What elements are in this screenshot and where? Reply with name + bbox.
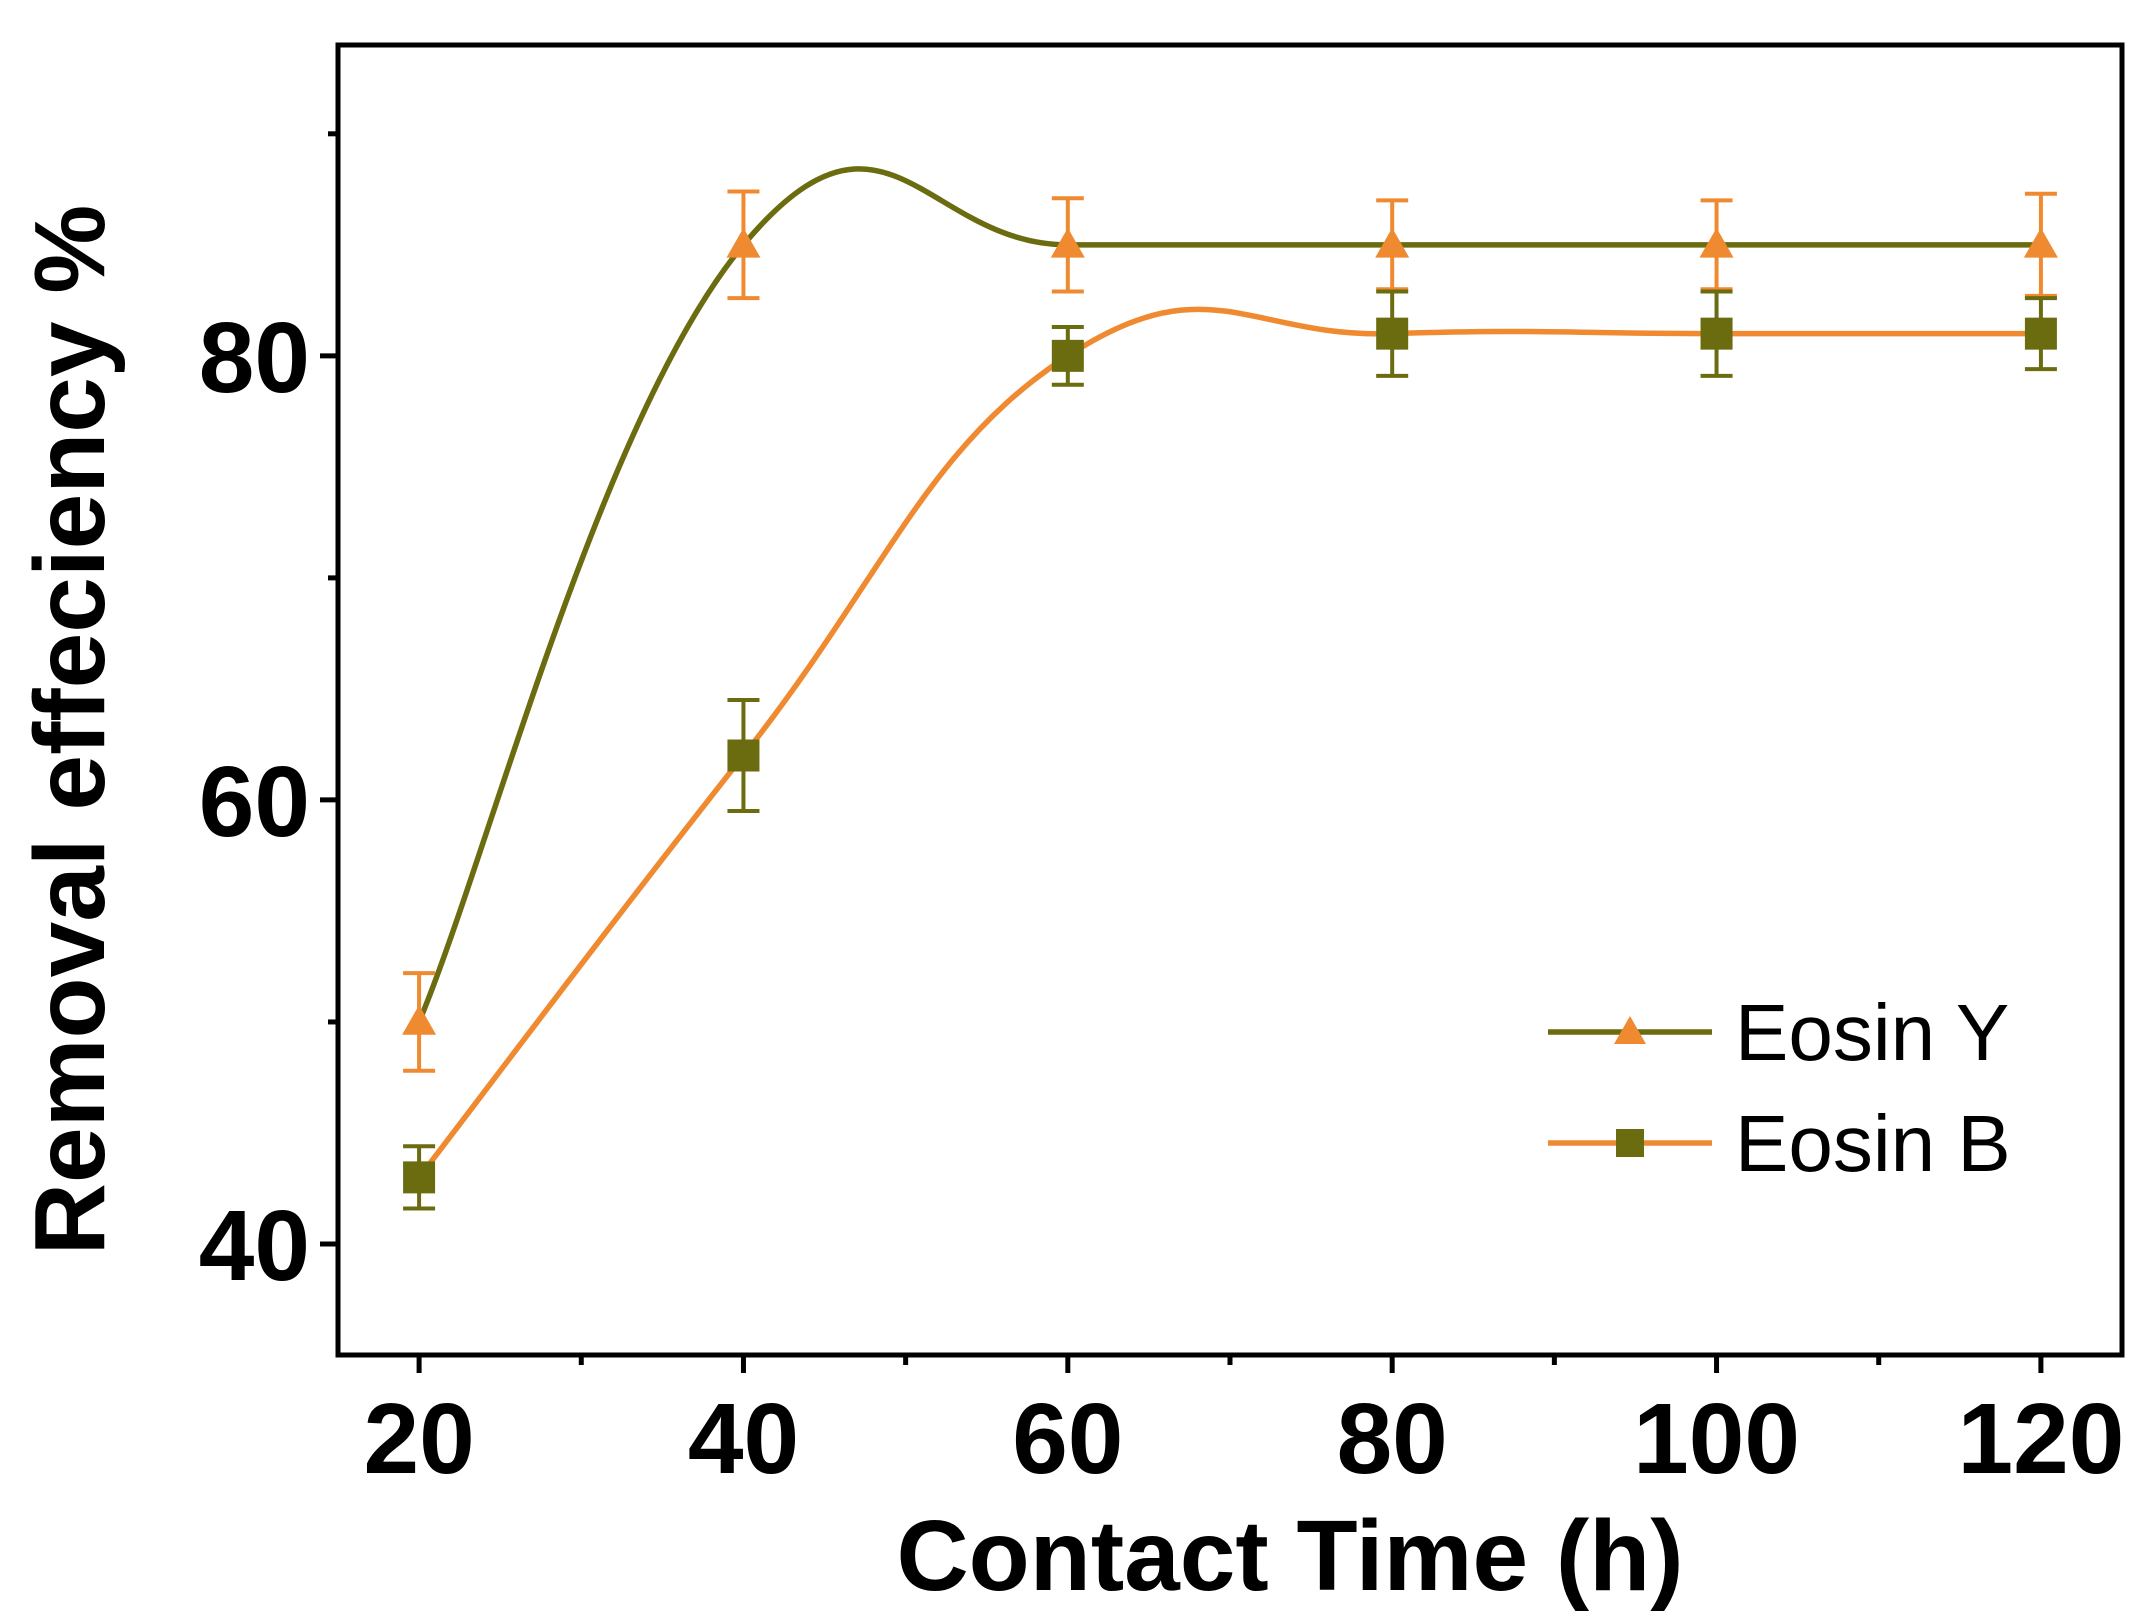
data-point-eosin-b-20 xyxy=(403,1161,436,1194)
data-point-eosin-y-20 xyxy=(402,1004,437,1035)
data-point-eosin-y-80 xyxy=(1375,227,1410,258)
x-tick-label-100: 100 xyxy=(1633,1383,1800,1495)
data-point-eosin-b-80 xyxy=(1376,317,1409,350)
x-tick-label-80: 80 xyxy=(1337,1383,1448,1495)
legend-label-eosin-b: Eosin B xyxy=(1735,1099,2011,1188)
series-line-eosin-y xyxy=(416,166,2041,1024)
tick-layer: 20 40 60 80 100 120 40 60 80 xyxy=(199,131,2124,1495)
y-tick-label-80: 80 xyxy=(199,302,310,414)
data-point-eosin-b-100 xyxy=(1700,317,1733,350)
data-point-eosin-b-60 xyxy=(1051,339,1084,372)
x-axis-title: Contact Time (h) xyxy=(896,1500,1683,1612)
x-tick-label-40: 40 xyxy=(688,1383,799,1495)
data-point-eosin-b-120 xyxy=(2024,317,2057,350)
x-tick-label-60: 60 xyxy=(1012,1383,1123,1495)
data-point-eosin-b-40 xyxy=(727,739,760,772)
x-tick-label-120: 120 xyxy=(1957,1383,2124,1495)
legend: Eosin Y Eosin B xyxy=(1548,988,2011,1188)
y-axis-title: Removal effeciency % xyxy=(14,205,126,1256)
y-tick-label-60: 60 xyxy=(199,746,310,858)
legend-label-eosin-y: Eosin Y xyxy=(1735,988,2009,1077)
data-point-eosin-y-100 xyxy=(1699,227,1734,258)
data-point-eosin-y-120 xyxy=(2023,227,2058,258)
data-point-eosin-y-40 xyxy=(726,227,761,258)
data-point-eosin-y-60 xyxy=(1050,227,1085,258)
y-tick-label-40: 40 xyxy=(199,1190,310,1302)
legend-marker-eosin-y xyxy=(1614,1016,1646,1044)
legend-marker-eosin-b xyxy=(1616,1129,1644,1157)
x-tick-label-20: 20 xyxy=(363,1383,474,1495)
series-layer xyxy=(402,166,2058,1211)
